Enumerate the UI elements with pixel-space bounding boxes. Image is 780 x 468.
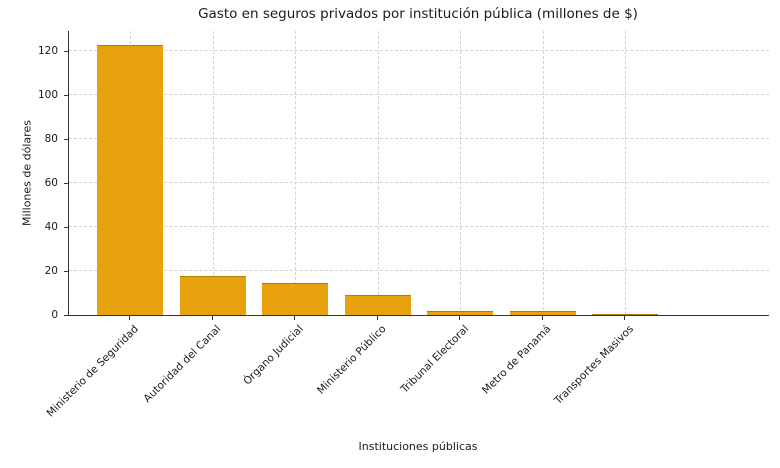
h-gridline: [69, 181, 769, 183]
x-tick-label: Transportes Masivos: [552, 323, 636, 407]
y-tick-mark: [64, 226, 68, 228]
x-tick-mark: [129, 316, 131, 320]
h-gridline: [69, 93, 769, 95]
bar: [97, 44, 164, 315]
y-tick-mark: [64, 94, 68, 96]
v-gridline: [212, 31, 214, 315]
bar: [262, 282, 329, 315]
bar: [179, 276, 246, 315]
x-tick-label: Autoridad del Canal: [141, 323, 224, 405]
y-tick-mark: [64, 315, 68, 316]
y-tick-label: 100: [37, 88, 58, 101]
bar: [509, 310, 576, 315]
y-tick-label: 40: [44, 220, 58, 233]
v-gridline: [542, 31, 544, 315]
v-gridline: [295, 31, 297, 315]
x-tick-mark: [376, 316, 378, 320]
bar: [427, 310, 494, 315]
y-tick-mark: [64, 270, 68, 272]
chart-title: Gasto en seguros privados por institució…: [198, 6, 638, 22]
x-tick-label: Órgano Judicial: [241, 323, 306, 388]
v-gridline: [460, 31, 462, 315]
x-tick-label: Ministerio Público: [314, 323, 389, 397]
y-tick-label: 0: [51, 309, 58, 321]
v-gridline: [377, 31, 379, 315]
y-tick-label: 120: [37, 44, 58, 57]
v-gridline: [625, 31, 627, 315]
h-gridline: [69, 49, 769, 51]
y-tick-label: 60: [44, 176, 58, 189]
x-tick-mark: [624, 316, 626, 320]
x-axis-label: Instituciones públicas: [358, 440, 478, 453]
x-tick-label: Metro de Panamá: [479, 323, 554, 397]
x-tick-label: Ministerio de Seguridad: [44, 323, 141, 420]
y-tick-mark: [64, 138, 68, 140]
y-tick-label: 80: [44, 132, 58, 145]
x-tick-mark: [541, 316, 543, 320]
h-gridline: [69, 225, 769, 227]
y-tick-mark: [64, 182, 68, 184]
x-tick-mark: [294, 316, 296, 320]
y-tick-mark: [64, 50, 68, 52]
y-tick-label: 20: [44, 264, 58, 277]
x-tick-mark: [459, 316, 461, 320]
x-tick-mark: [211, 316, 213, 320]
bar: [592, 314, 659, 315]
h-gridline: [69, 269, 769, 271]
plot-area: [68, 31, 769, 316]
h-gridline: [69, 137, 769, 139]
bar: [344, 295, 411, 315]
x-tick-label: Tribunal Electoral: [398, 323, 471, 396]
